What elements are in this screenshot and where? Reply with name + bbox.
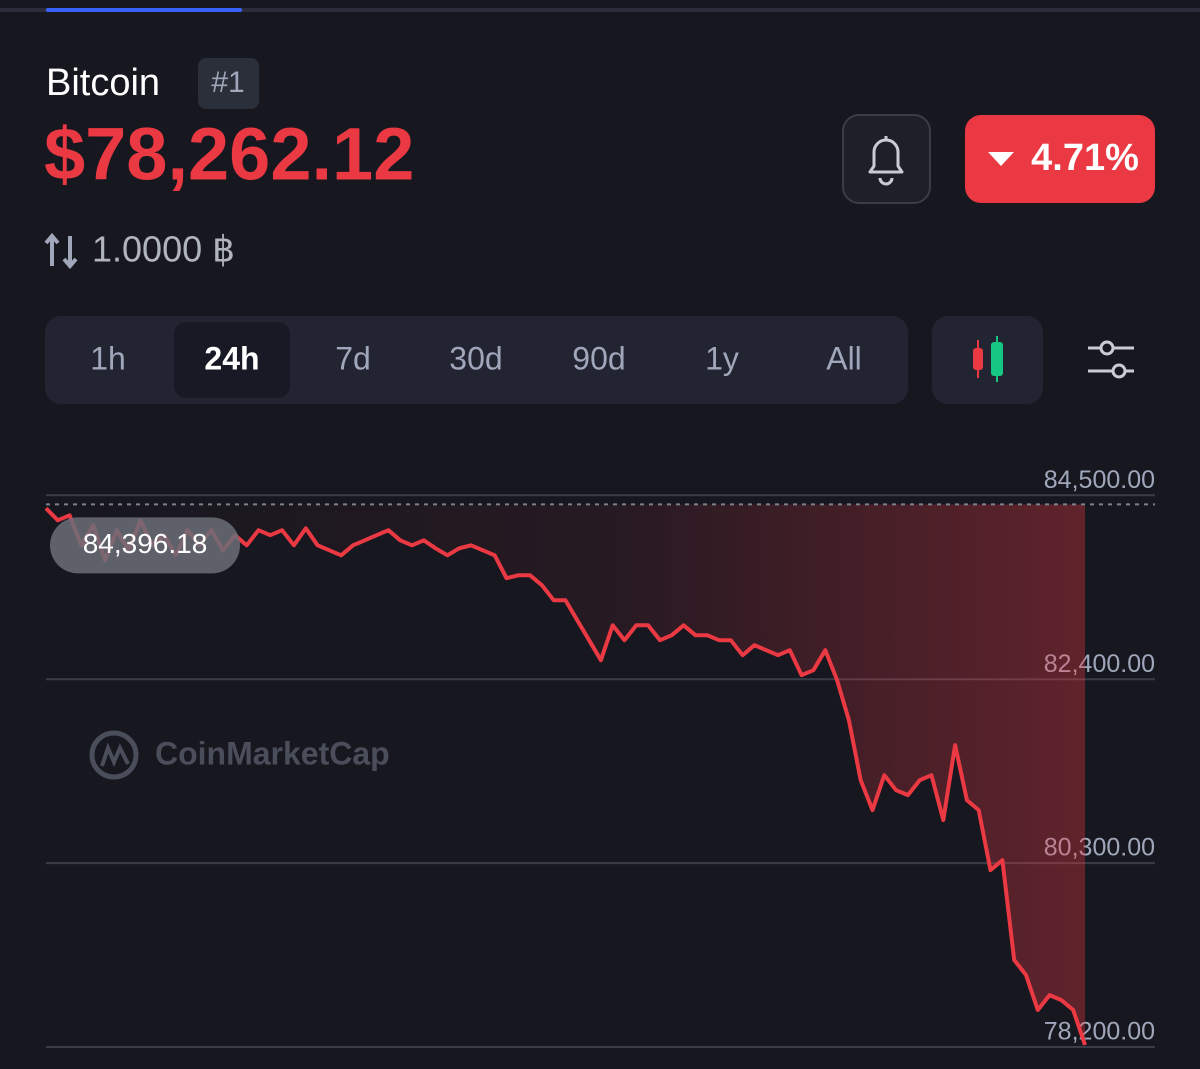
rank-badge — [198, 58, 259, 109]
area — [46, 504, 1085, 1045]
progress-track — [0, 8, 1200, 12]
tab[interactable]: 7d — [335, 340, 371, 376]
sliders-icon — [1088, 346, 1134, 373]
candle-toggle[interactable] — [932, 316, 1043, 404]
y-tick-label: 78,200.00 — [1044, 1018, 1155, 1046]
tab[interactable]: 90d — [572, 340, 625, 376]
holding: 1.0000 ฿ — [92, 229, 235, 270]
slider-knob — [1099, 340, 1115, 356]
watermark-group: CoinMarketCap — [89, 730, 390, 780]
tabs: 1h 24h 7d 30d 90d 1y All — [90, 340, 862, 376]
candle-body — [991, 342, 1003, 376]
settings-button[interactable] — [1088, 340, 1134, 379]
candle-body — [973, 348, 983, 370]
rank: #1 — [211, 66, 244, 99]
swap-icon — [44, 232, 78, 270]
tab-selected-bg — [174, 322, 290, 398]
candle-button-bg — [932, 316, 1043, 404]
down-arrow — [988, 152, 1014, 166]
chart: 84,500.0082,400.0080,300.0078,200.0084,3… — [44, 466, 1155, 1048]
bell-icon — [868, 136, 904, 186]
progress-bar — [46, 8, 242, 12]
y-tick-label: 84,500.00 — [1044, 466, 1155, 494]
watermark: CoinMarketCap — [155, 735, 390, 771]
watermark-logo-mark — [100, 742, 130, 768]
tab[interactable]: 24h — [204, 340, 259, 376]
coin-name: Bitcoin — [46, 62, 160, 104]
slider-knob — [1111, 363, 1127, 379]
alert-button-bg — [842, 114, 931, 204]
change: 4.71% — [1031, 137, 1139, 179]
tab[interactable]: 30d — [449, 340, 502, 376]
reference-label: 84,396.18 — [83, 528, 208, 559]
price: $78,262.12 — [44, 113, 414, 196]
tab[interactable]: 1y — [705, 340, 739, 376]
change-pill — [965, 115, 1155, 203]
watermark-logo — [89, 730, 139, 780]
alert-button[interactable] — [842, 114, 931, 204]
reference-pill — [50, 517, 240, 574]
tab[interactable]: All — [826, 340, 862, 376]
tab[interactable]: 1h — [90, 340, 126, 376]
